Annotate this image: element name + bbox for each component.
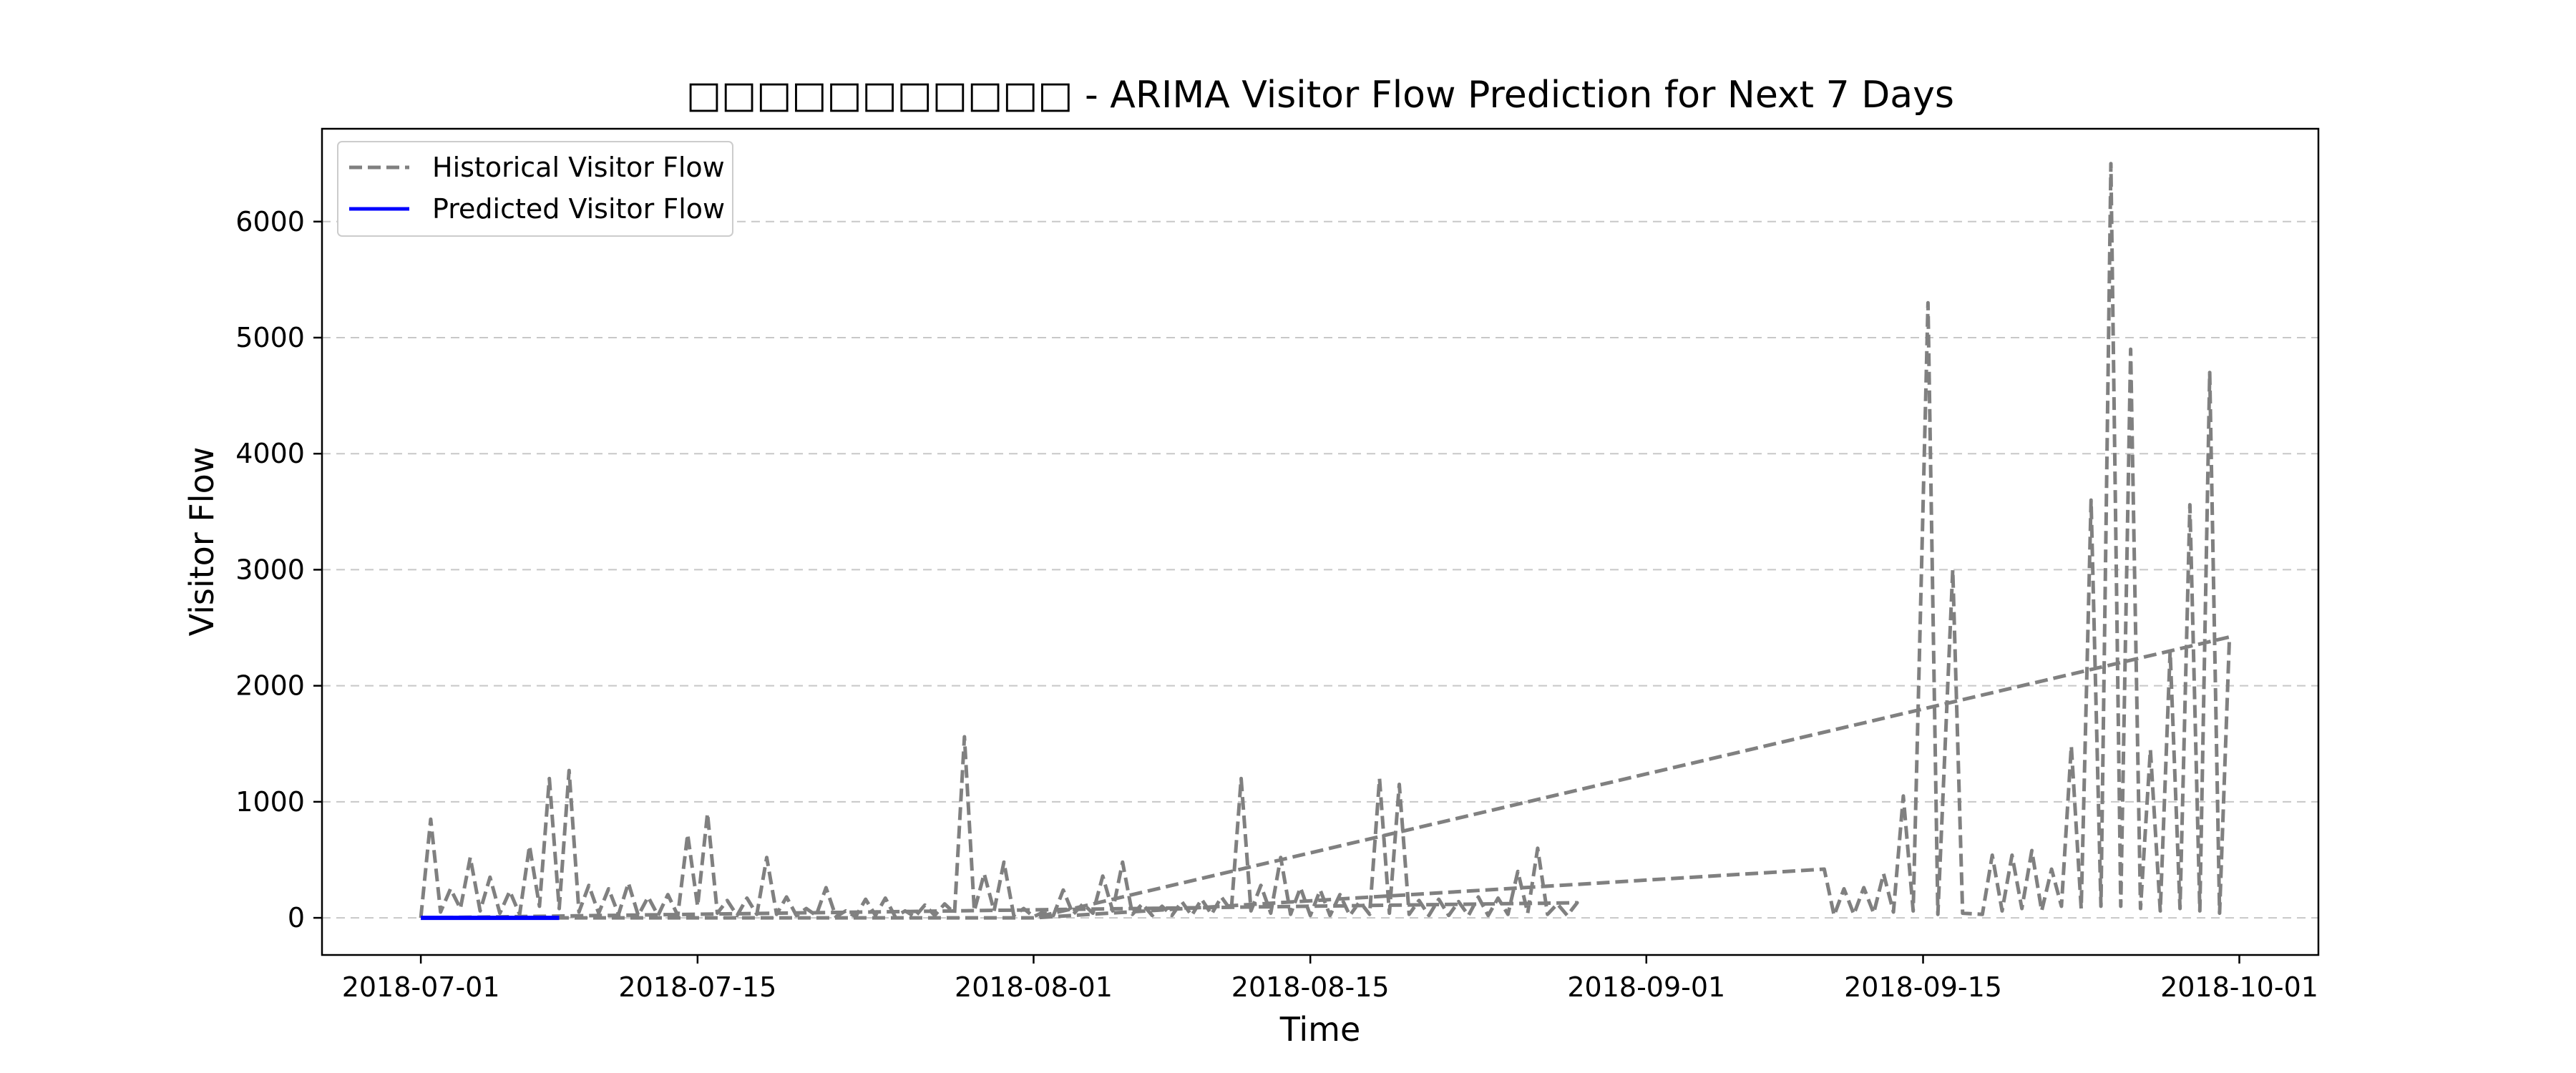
x-tick-label: 2018-07-15 [618,971,776,1003]
y-tick-label: 5000 [235,322,305,353]
legend-box [337,141,733,237]
x-axis-label: Time [1279,1010,1361,1049]
y-tick-label: 1000 [235,786,305,818]
x-tick-label: 2018-09-01 [1567,971,1725,1003]
y-tick-label: 3000 [235,554,305,585]
x-tick-label: 2018-08-01 [955,971,1113,1003]
x-tick-label: 2018-09-15 [1844,971,2002,1003]
legend: Historical Visitor Flow Predicted Visito… [337,141,733,237]
chart-title: □□□□□□□□□□□ - ARIMA Visitor Flow Predict… [686,74,1954,117]
y-axis-label: Visitor Flow [182,447,221,637]
y-tick-label: 2000 [235,670,305,702]
plot-area [419,162,2232,921]
y-axis: 0 1000 2000 3000 4000 5000 6000 [235,206,322,934]
legend-predicted-label: Predicted Visitor Flow [432,193,725,225]
y-tick-label: 0 [288,902,305,934]
x-tick-label: 2018-08-15 [1231,971,1390,1003]
y-tick-label: 4000 [235,438,305,469]
legend-historical-label: Historical Visitor Flow [432,152,725,183]
x-axis: 2018-07-01 2018-07-15 2018-08-01 2018-08-15… [342,955,2318,1003]
series-group [419,162,2232,921]
historical-visitor-flow-line [419,162,2232,920]
y-tick-label: 6000 [235,206,305,237]
plot-frame [321,127,2320,956]
x-tick-label: 2018-10-01 [2160,971,2318,1003]
x-tick-label: 2018-07-01 [342,971,500,1003]
